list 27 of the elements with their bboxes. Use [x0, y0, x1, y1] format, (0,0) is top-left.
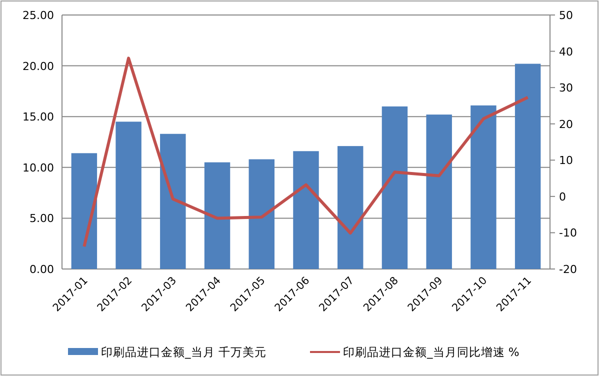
bar: [293, 151, 319, 269]
y-tick-label: 20.00: [22, 60, 54, 73]
bar: [470, 105, 496, 269]
bar: [248, 159, 274, 269]
y2-tick-label: -10: [559, 226, 577, 240]
y-tick-label: 15.00: [22, 110, 54, 124]
y2-tick-label: 0: [559, 190, 566, 204]
bar: [160, 134, 186, 269]
bar: [514, 64, 541, 269]
y-tick-label: 0.00: [30, 263, 54, 276]
bar: [204, 162, 230, 269]
y2-tick-label: 30: [559, 82, 573, 95]
bar: [426, 114, 452, 269]
y2-tick-label: 40: [559, 45, 573, 58]
bar: [116, 122, 142, 269]
y-tick-label: 10.00: [22, 161, 54, 174]
legend-label: 印刷品进口金额_当月 千万美元: [101, 345, 266, 359]
y2-tick-label: 20: [559, 118, 573, 131]
bar: [71, 153, 98, 269]
y2-tick-label: 10: [559, 154, 573, 168]
y-tick-label: 25.00: [22, 9, 54, 22]
y-tick-label: 5.00: [30, 212, 54, 226]
legend-label: 印刷品进口金额_当月同比增速 %: [343, 345, 520, 359]
bar: [338, 146, 364, 269]
bar: [382, 106, 408, 269]
y2-tick-label: -20: [559, 263, 577, 276]
y2-tick-label: 50: [559, 9, 573, 22]
